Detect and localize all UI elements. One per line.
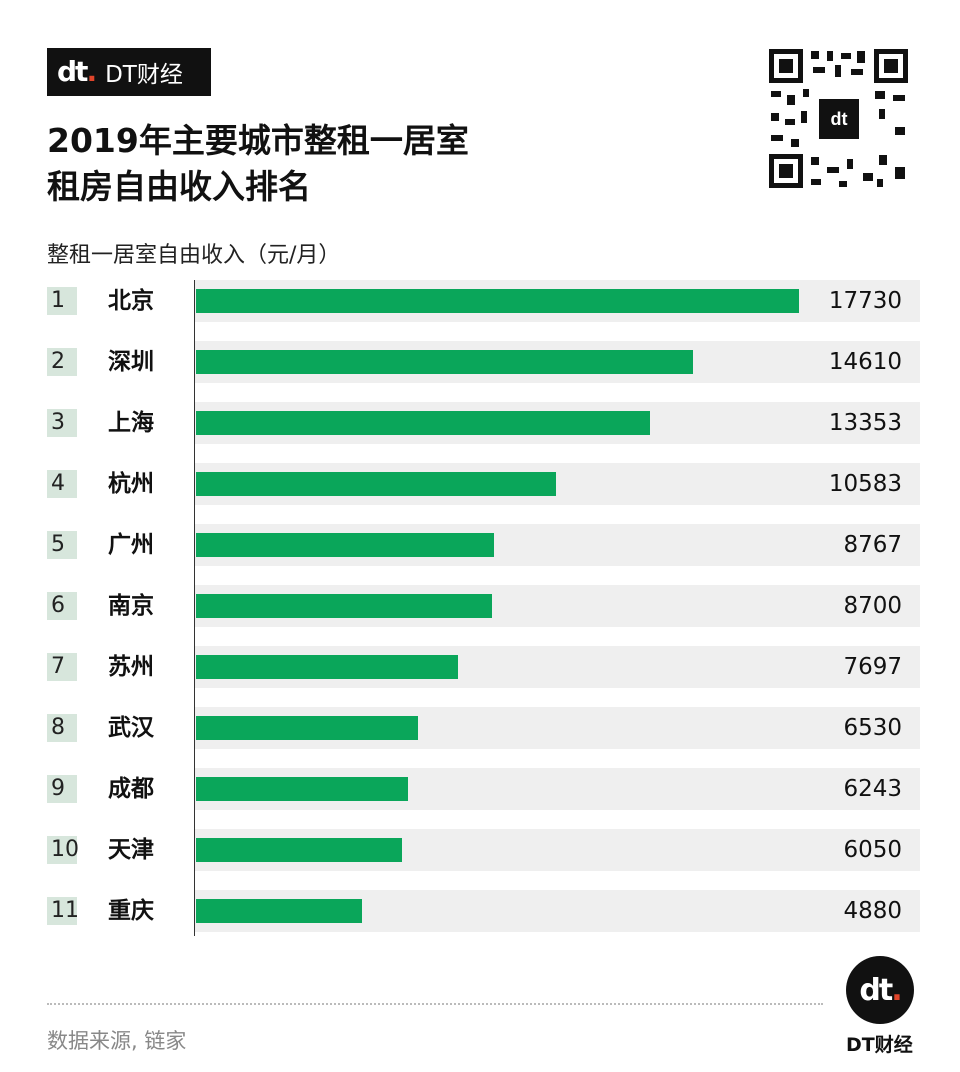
value-label: 8700 — [843, 593, 902, 619]
bar — [196, 594, 492, 618]
category-label: 广州 — [108, 532, 154, 558]
value-label: 8767 — [843, 532, 902, 558]
bar — [196, 838, 402, 862]
bar — [196, 655, 458, 679]
rank-label: 1 — [47, 287, 77, 315]
bar — [196, 533, 495, 557]
brand-name: DT财经 — [105, 62, 183, 88]
bar — [196, 411, 651, 435]
value-label: 14610 — [828, 349, 902, 375]
rank-label: 4 — [47, 470, 77, 498]
category-label: 杭州 — [108, 471, 154, 497]
value-label: 6050 — [843, 837, 902, 863]
category-label: 成都 — [108, 776, 154, 802]
rank-label: 9 — [47, 775, 77, 803]
source-note: 数据来源, 链家 — [47, 1029, 187, 1053]
bar-row: 9 成都 6243 — [0, 768, 960, 810]
chart-title: 2019年主要城市整租一居室 租房自由收入排名 — [47, 118, 687, 210]
value-label: 4880 — [843, 898, 902, 924]
rank-label: 7 — [47, 653, 77, 681]
brand-badge: dt. DT财经 — [47, 48, 211, 96]
rank-label: 3 — [47, 409, 77, 437]
value-label: 17730 — [828, 288, 902, 314]
bar-row: 4 杭州 10583 — [0, 463, 960, 505]
category-label: 重庆 — [108, 898, 154, 924]
bar-row: 6 南京 8700 — [0, 585, 960, 627]
category-label: 上海 — [108, 410, 154, 436]
value-label: 7697 — [843, 654, 902, 680]
bar-row: 11 重庆 4880 — [0, 890, 960, 932]
value-label: 6243 — [843, 776, 902, 802]
bar-row: 8 武汉 6530 — [0, 707, 960, 749]
bar — [196, 289, 799, 313]
brand-name-footer: DT财经 — [846, 1034, 913, 1056]
rank-label: 2 — [47, 348, 77, 376]
title-line-2: 租房自由收入排名 — [47, 167, 311, 206]
bar — [196, 350, 693, 374]
svg-text:dt: dt — [831, 109, 848, 129]
category-label: 天津 — [108, 837, 154, 863]
qr-code-icon: dt — [767, 47, 910, 190]
bar — [196, 716, 419, 740]
category-label: 深圳 — [108, 349, 154, 375]
rank-label: 8 — [47, 714, 77, 742]
rank-label: 5 — [47, 531, 77, 559]
rank-label: 10 — [47, 836, 79, 864]
bar — [196, 777, 409, 801]
y-axis-line — [194, 280, 195, 936]
dt-circle-logo-icon: dt. — [846, 956, 914, 1024]
bar-row: 5 广州 8767 — [0, 524, 960, 566]
category-label: 武汉 — [108, 715, 154, 741]
bar-row: 10 天津 6050 — [0, 829, 960, 871]
bar-row: 7 苏州 7697 — [0, 646, 960, 688]
bar-row: 1 北京 17730 — [0, 280, 960, 322]
value-label: 13353 — [828, 410, 902, 436]
category-label: 苏州 — [108, 654, 154, 680]
metric-label: 整租一居室自由收入（元/月） — [47, 243, 341, 268]
bar — [196, 472, 556, 496]
value-label: 6530 — [843, 715, 902, 741]
bar-row: 2 深圳 14610 — [0, 341, 960, 383]
value-label: 10583 — [828, 471, 902, 497]
dt-logo-icon: dt. — [57, 55, 97, 88]
bar — [196, 899, 362, 923]
rank-label: 11 — [47, 897, 79, 925]
footer-divider — [47, 1003, 823, 1005]
category-label: 北京 — [108, 288, 154, 314]
title-line-1: 2019年主要城市整租一居室 — [47, 121, 469, 160]
category-label: 南京 — [108, 593, 154, 619]
rank-label: 6 — [47, 592, 77, 620]
bar-row: 3 上海 13353 — [0, 402, 960, 444]
